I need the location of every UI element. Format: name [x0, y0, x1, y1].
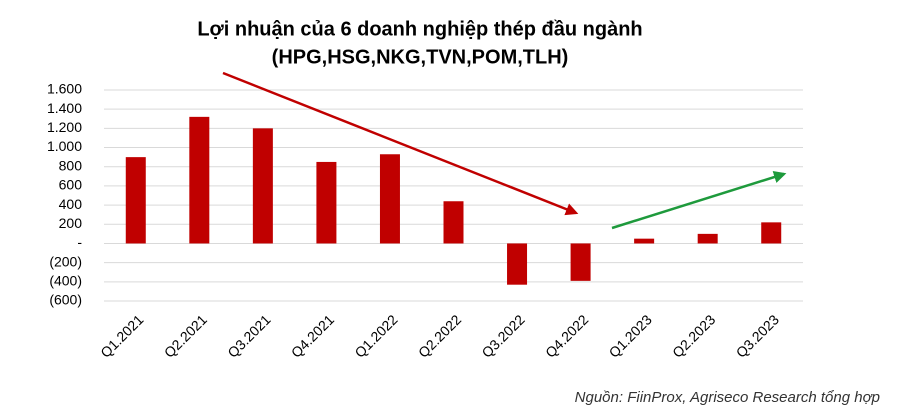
- x-tick-label: Q4.2021: [288, 311, 337, 360]
- source-note: Nguồn: FiinProx, Agriseco Research tổng …: [575, 389, 880, 406]
- bar: [189, 116, 210, 244]
- x-tick-label: Q3.2023: [733, 311, 782, 360]
- plot-area: (600) (400) (200) - 200 400 600 800 1.000 1.200 1.…: [47, 81, 803, 361]
- x-tick-label: Q2.2021: [161, 311, 210, 360]
- bar: [443, 201, 464, 244]
- bar: [507, 243, 528, 285]
- y-tick-label: 1.400: [47, 100, 82, 116]
- y-tick-label: 1.200: [47, 119, 82, 135]
- y-tick-label: 200: [59, 215, 83, 231]
- bar: [634, 238, 655, 244]
- x-tick-label: Q1.2022: [351, 311, 400, 360]
- x-tick-label: Q2.2022: [415, 311, 464, 360]
- y-tick-label: 1.600: [47, 81, 82, 97]
- bar: [570, 243, 591, 281]
- y-tick-label: 1.000: [47, 138, 82, 154]
- x-tick-label: Q1.2023: [606, 311, 655, 360]
- y-tick-label: (200): [49, 253, 82, 269]
- bar: [697, 233, 718, 244]
- y-tick-label: 400: [59, 196, 83, 212]
- bar: [316, 161, 337, 244]
- y-tick-label: (400): [49, 273, 82, 289]
- chart-title: Lợi nhuận của 6 doanh nghiệp thép đầu ng…: [197, 18, 642, 40]
- x-tick-label: Q3.2021: [224, 311, 273, 360]
- trend-arrow-down: [222, 71, 579, 216]
- y-tick-label: 800: [59, 157, 83, 173]
- bar: [125, 157, 146, 244]
- trend-arrow-up: [611, 171, 787, 230]
- bar: [379, 154, 400, 244]
- bar: [761, 222, 782, 244]
- y-tick-label: 600: [59, 177, 83, 193]
- x-tick-label: Q1.2021: [97, 311, 146, 360]
- y-tick-label: -: [77, 234, 82, 250]
- y-tick-label: (600): [49, 292, 82, 308]
- x-tick-label: Q4.2022: [542, 311, 591, 360]
- x-tick-label: Q3.2022: [478, 311, 527, 360]
- bar: [252, 128, 273, 244]
- x-tick-label: Q2.2023: [669, 311, 718, 360]
- chart-subtitle: (HPG,HSG,NKG,TVN,POM,TLH): [272, 46, 569, 68]
